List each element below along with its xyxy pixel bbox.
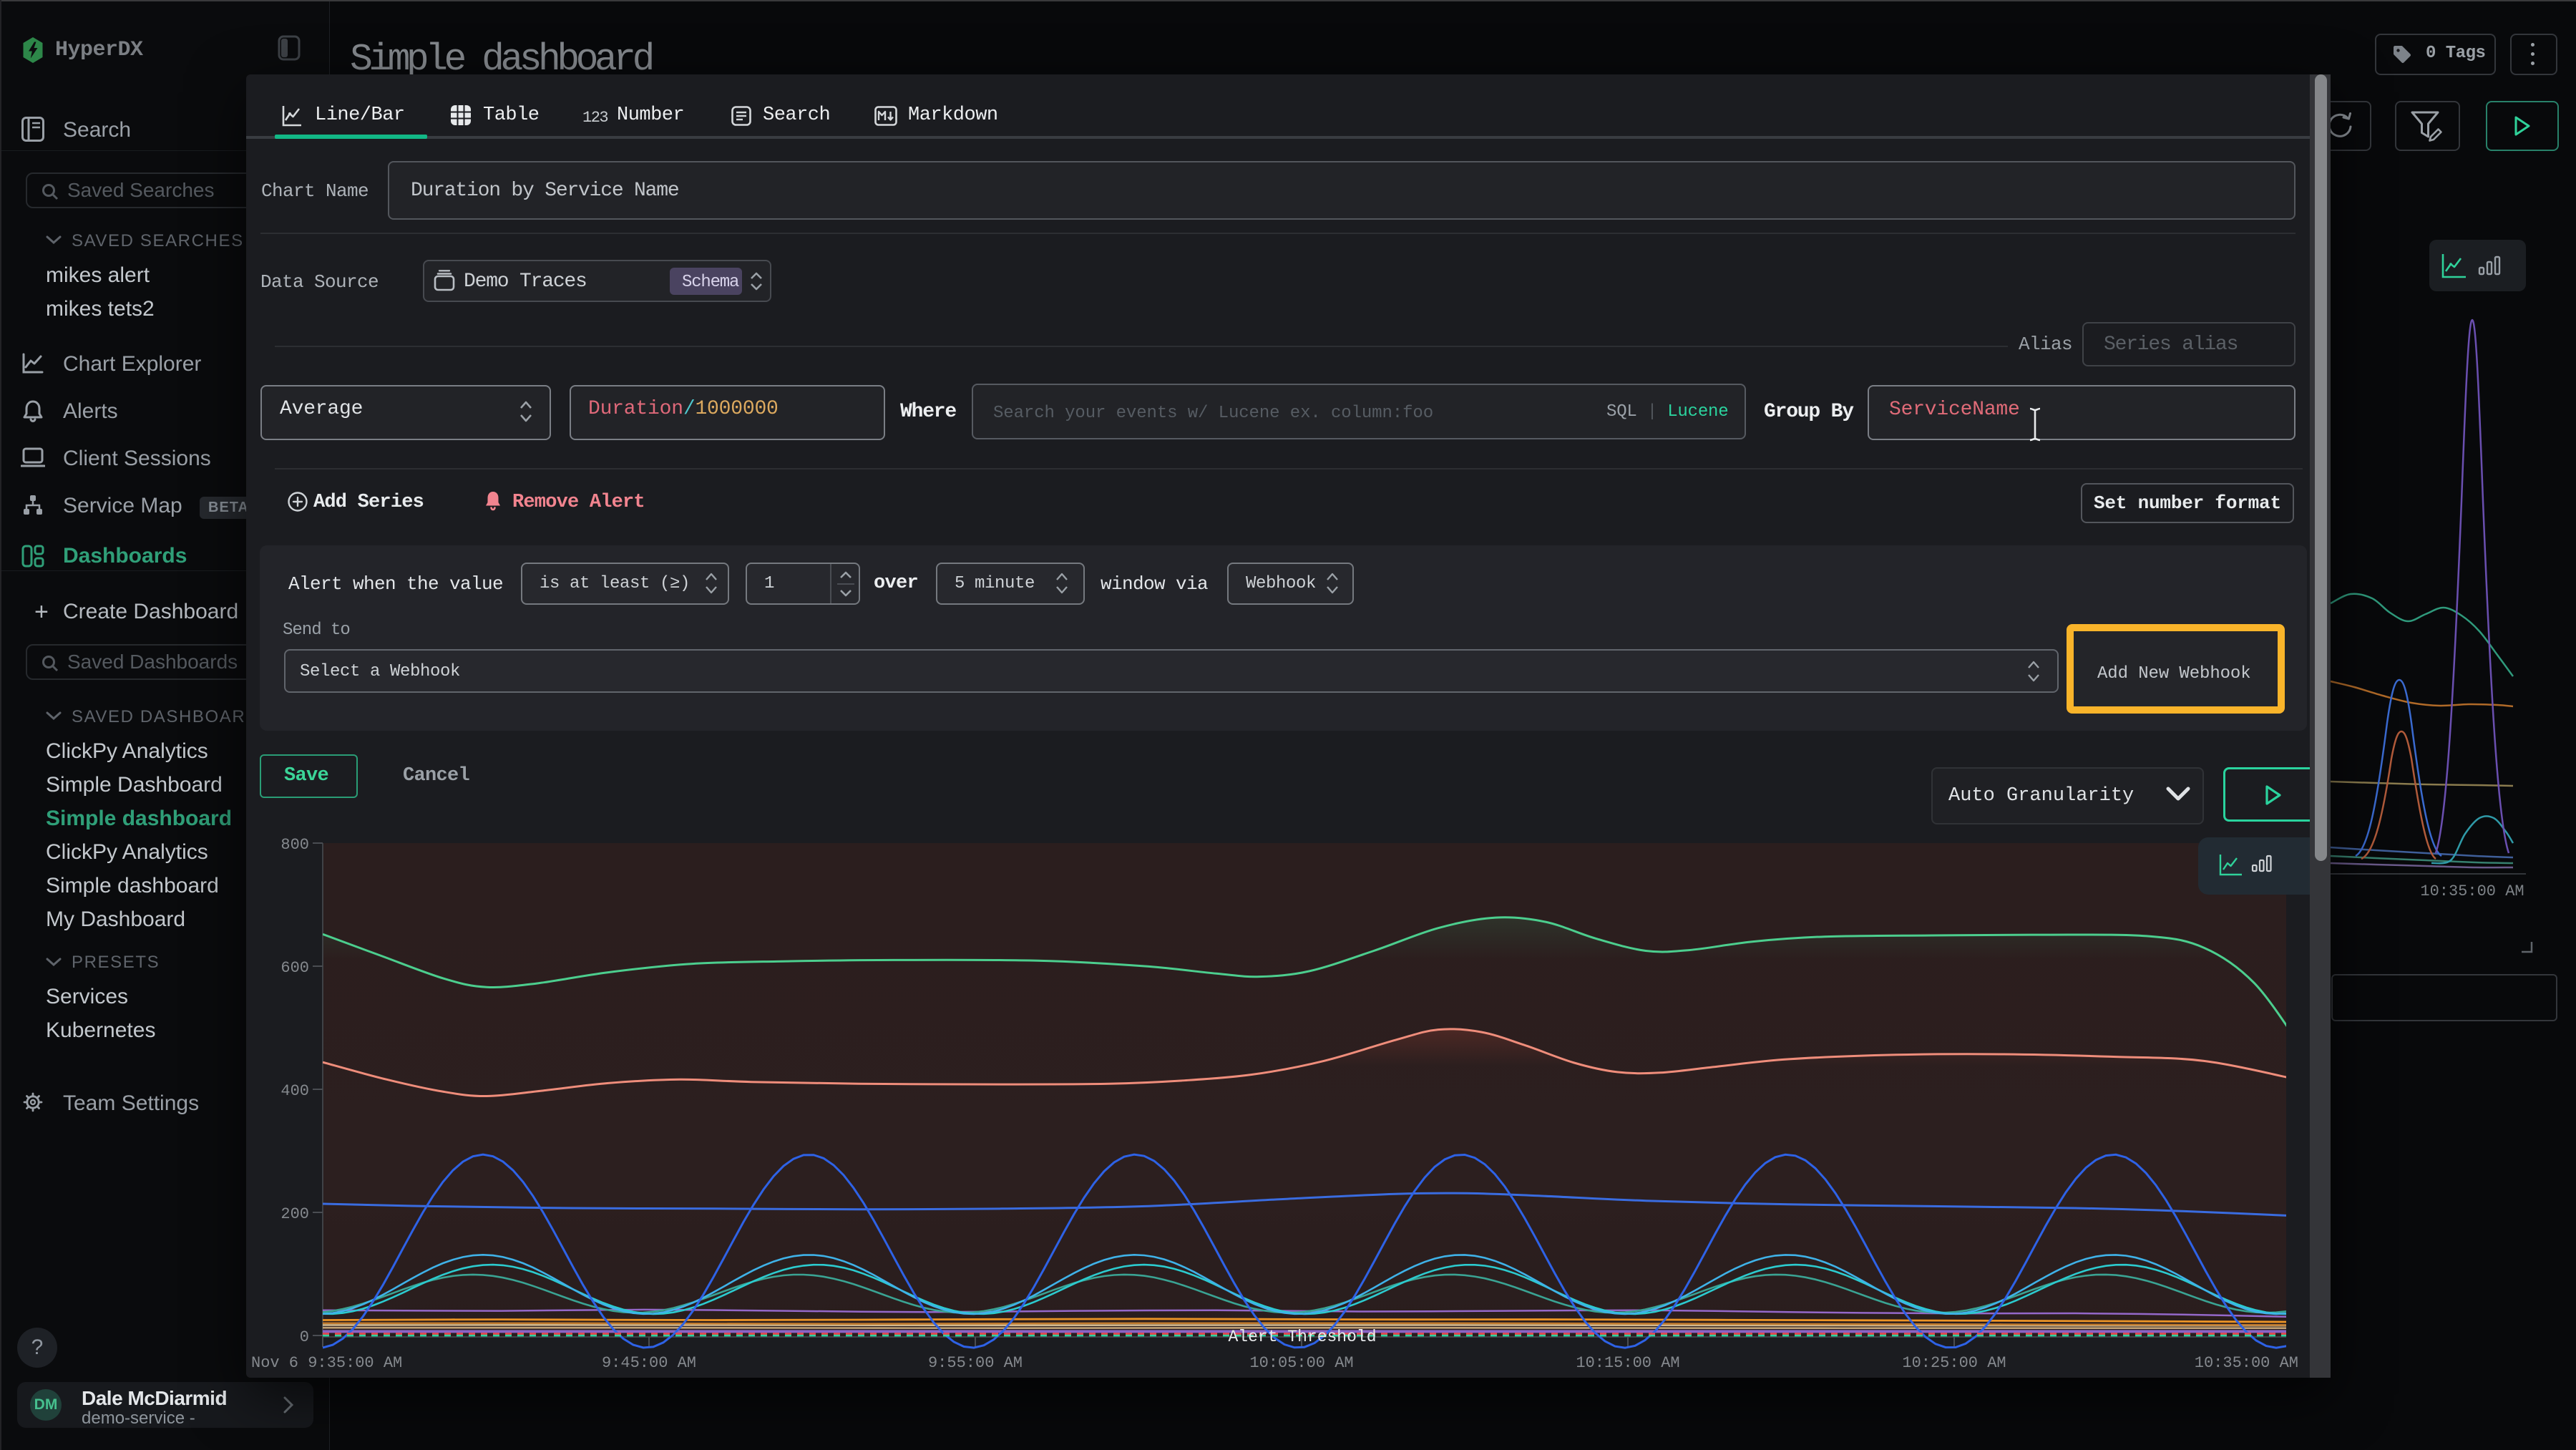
svg-text:0: 0 <box>300 1328 309 1346</box>
svg-text:Nov 6 9:35:00 AM: Nov 6 9:35:00 AM <box>251 1354 402 1372</box>
svg-text:10:15:00 AM: 10:15:00 AM <box>1576 1354 1679 1372</box>
svg-text:200: 200 <box>280 1205 309 1223</box>
svg-text:9:55:00 AM: 9:55:00 AM <box>928 1354 1023 1372</box>
svg-text:Alert Threshold: Alert Threshold <box>1228 1328 1376 1346</box>
svg-text:10:35:00 AM: 10:35:00 AM <box>2195 1354 2298 1372</box>
svg-text:10:05:00 AM: 10:05:00 AM <box>1249 1354 1353 1372</box>
svg-text:600: 600 <box>280 959 309 977</box>
svg-text:9:45:00 AM: 9:45:00 AM <box>602 1354 696 1372</box>
svg-text:800: 800 <box>280 836 309 854</box>
svg-text:10:25:00 AM: 10:25:00 AM <box>1902 1354 2006 1372</box>
svg-text:10:35:00 AM: 10:35:00 AM <box>2420 882 2524 900</box>
svg-text:400: 400 <box>280 1082 309 1100</box>
